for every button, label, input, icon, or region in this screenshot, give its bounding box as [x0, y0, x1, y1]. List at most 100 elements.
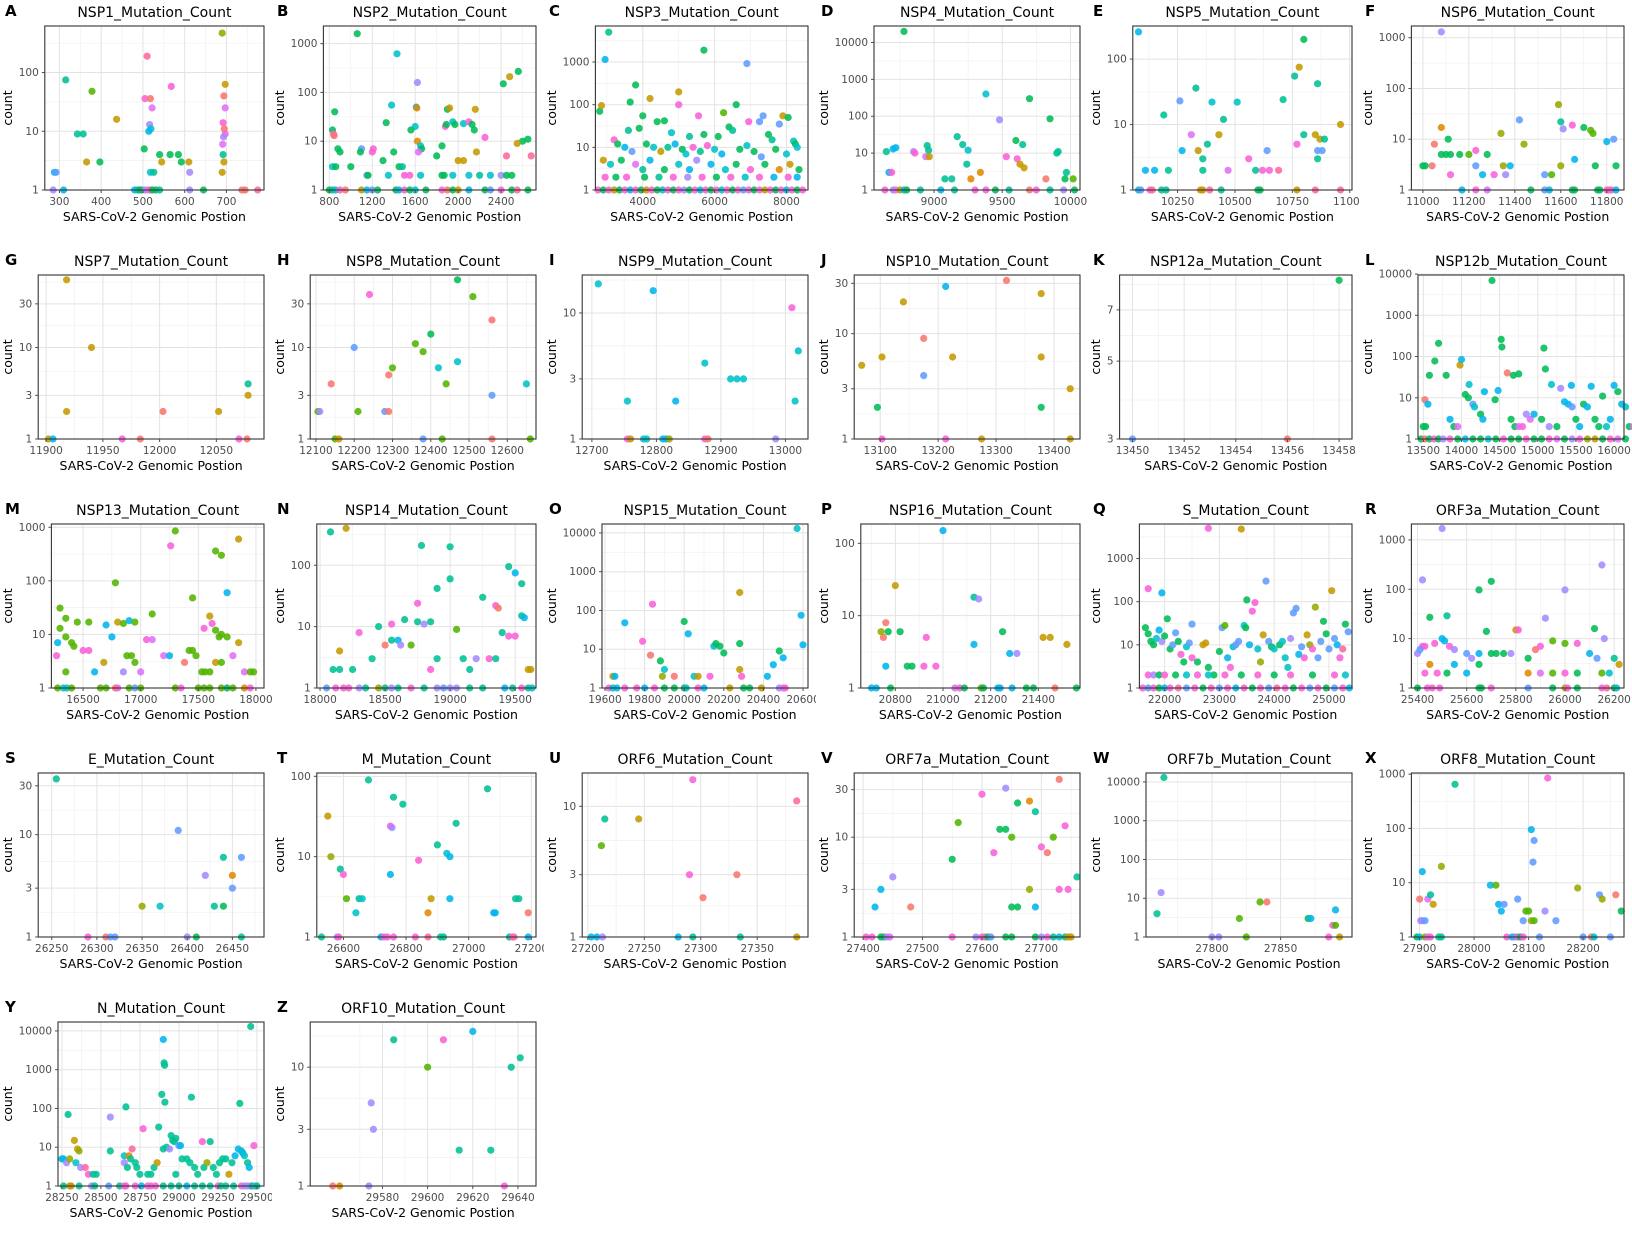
x-tick-label: 500: [133, 196, 153, 208]
data-point: [161, 1099, 168, 1106]
data-point: [1160, 111, 1167, 118]
data-point: [1447, 151, 1454, 158]
data-point: [733, 375, 740, 382]
data-point: [181, 659, 188, 666]
data-point: [794, 174, 801, 181]
data-point: [332, 163, 339, 170]
data-point: [63, 408, 70, 415]
x-axis-label: SARS-CoV-2 Genomic Postion: [63, 209, 246, 224]
y-tick-label: 10000: [1379, 269, 1412, 281]
data-point: [412, 340, 419, 347]
y-axis-label: count: [1088, 588, 1103, 623]
y-tick-label: 10000: [835, 37, 868, 49]
y-tick-label: 10: [1113, 119, 1126, 131]
data-point: [1194, 658, 1201, 665]
data-point: [1569, 122, 1576, 129]
data-point: [508, 172, 515, 179]
data-point: [639, 638, 646, 645]
data-point: [328, 380, 335, 387]
data-point: [672, 140, 679, 147]
x-tick-label: 27400: [846, 943, 879, 955]
data-point: [1013, 650, 1020, 657]
data-point: [675, 88, 682, 95]
data-point: [718, 150, 725, 157]
data-point: [112, 579, 119, 586]
data-point: [415, 857, 422, 864]
data-point: [1515, 626, 1522, 633]
x-tick-label: 20400: [747, 694, 780, 706]
data-point: [632, 81, 639, 88]
data-point: [1606, 670, 1613, 677]
data-point: [1266, 167, 1273, 174]
x-tick-label: 15500: [1559, 445, 1592, 457]
panel-letter: V: [821, 749, 833, 767]
data-point: [733, 101, 740, 108]
data-point: [1561, 586, 1568, 593]
panel-title: ORF7b_Mutation_Count: [1167, 752, 1332, 768]
panel-title: ORF7a_Mutation_Count: [885, 752, 1049, 768]
data-point: [1003, 277, 1010, 284]
x-tick-label: 27800: [1195, 943, 1228, 955]
data-point: [211, 903, 218, 910]
data-point: [659, 673, 666, 680]
x-axis-label: SARS-CoV-2 Genomic Postion: [1426, 209, 1609, 224]
data-point: [330, 666, 337, 673]
data-point: [71, 1137, 78, 1144]
x-tick-label: 28100: [1512, 943, 1545, 955]
data-point: [388, 824, 395, 831]
y-tick-label: 10: [1392, 877, 1405, 889]
x-tick-label: 22000: [1148, 694, 1181, 706]
data-point: [1434, 670, 1441, 677]
data-point: [103, 621, 110, 628]
data-point: [159, 408, 166, 415]
y-tick-label: 1: [304, 683, 311, 695]
data-point: [515, 68, 522, 75]
data-point: [795, 347, 802, 354]
data-point: [390, 148, 397, 155]
data-point: [785, 114, 792, 121]
data-point: [1426, 661, 1433, 668]
data-point: [220, 158, 227, 165]
data-point: [1520, 141, 1527, 148]
data-point: [1586, 650, 1593, 657]
data-point: [1176, 97, 1183, 104]
data-point: [780, 654, 787, 661]
data-point: [874, 404, 881, 411]
data-point: [218, 552, 225, 559]
data-point: [1525, 908, 1532, 915]
x-tick-label: 12200: [338, 445, 371, 457]
data-point: [505, 633, 512, 640]
data-point: [720, 109, 727, 116]
data-point: [1065, 886, 1072, 893]
plot-background: [1146, 773, 1352, 937]
data-point: [201, 625, 208, 632]
y-tick-label: 3: [298, 390, 305, 402]
panel-title: NSP8_Mutation_Count: [346, 254, 501, 270]
data-point: [1576, 423, 1583, 430]
data-point: [466, 666, 473, 673]
x-tick-label: 13458: [1322, 445, 1355, 457]
data-point: [1208, 99, 1215, 106]
panel-E: 10250105001075011000110100SARS-CoV-2 Gen…: [1088, 0, 1360, 249]
data-point: [192, 652, 199, 659]
x-tick-label: 29500: [240, 1192, 272, 1204]
data-point: [888, 169, 895, 176]
x-axis-label: SARS-CoV-2 Genomic Postion: [604, 458, 787, 473]
data-point: [246, 1164, 253, 1171]
data-point: [415, 148, 422, 155]
x-axis-label: SARS-CoV-2 Genomic Postion: [876, 956, 1059, 971]
data-point: [598, 102, 605, 109]
data-point: [1416, 646, 1423, 653]
data-point: [602, 174, 609, 181]
data-point: [139, 903, 146, 910]
y-axis-label: count: [544, 90, 559, 125]
data-point: [1263, 898, 1270, 905]
y-tick-label: 1: [1399, 932, 1406, 944]
data-point: [1601, 635, 1608, 642]
data-point: [375, 623, 382, 630]
data-point: [1568, 382, 1575, 389]
